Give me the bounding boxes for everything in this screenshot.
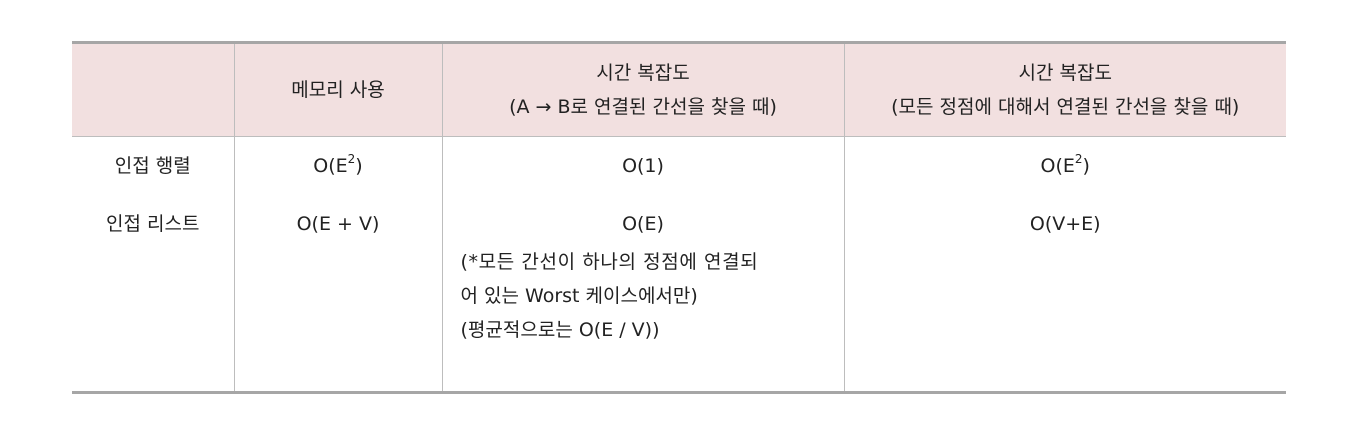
cell-matrix-time-all: O(E2) — [843, 136, 1286, 195]
cell-list-memory: O(E + V) — [233, 195, 442, 394]
header-time-complexity-single: 시간 복잡도 (A → B로 연결된 간선을 찾을 때) — [441, 41, 844, 137]
row-label-adjacency-matrix: 인접 행렬 — [114, 155, 191, 177]
complexity-close: ) — [355, 155, 363, 177]
complexity-table-container: 메모리 사용 시간 복잡도 (A → B로 연결된 간선을 찾을 때) 시간 복… — [72, 41, 1286, 394]
list-time-single-value: O(E) — [622, 213, 664, 235]
header-time-condition: (모든 정점에 대해서 연결된 간선을 찾을 때) — [891, 96, 1240, 118]
table-row-adjacency-matrix: 인접 행렬 O(E2) O(1) O(E2) — [72, 136, 1286, 195]
worst-case-note: (*모든 간선이 하나의 정점에 연결되 어 있는 Worst 케이스에서만) … — [453, 245, 834, 347]
header-memory-usage: 메모리 사용 — [233, 41, 442, 137]
header-memory-label: 메모리 사용 — [291, 79, 385, 101]
header-row: 메모리 사용 시간 복잡도 (A → B로 연결된 간선을 찾을 때) 시간 복… — [72, 41, 1286, 137]
header-time-label: 시간 복잡도 — [1018, 62, 1112, 84]
note-line: (*모든 간선이 하나의 정점에 연결되 — [460, 251, 759, 273]
cell-list-time-all: O(V+E) — [843, 195, 1286, 394]
complexity-base: O(E — [1040, 155, 1075, 177]
complexity-close: ) — [1082, 155, 1090, 177]
table-body: 인접 행렬 O(E2) O(1) O(E2) 인접 리스트 O(E + V) O… — [72, 136, 1286, 394]
note-line: 어 있는 Worst 케이스에서만) — [460, 285, 698, 307]
cell-list-time-single: O(E) (*모든 간선이 하나의 정점에 연결되 어 있는 Worst 케이스… — [441, 195, 844, 394]
table-row-adjacency-list: 인접 리스트 O(E + V) O(E) (*모든 간선이 하나의 정점에 연결… — [72, 195, 1286, 394]
exponent: 2 — [1074, 151, 1083, 166]
header-time-condition: (A → B로 연결된 간선을 찾을 때) — [509, 96, 777, 118]
cell-matrix-time-single: O(1) — [441, 136, 844, 195]
exponent: 2 — [347, 151, 356, 166]
table-header: 메모리 사용 시간 복잡도 (A → B로 연결된 간선을 찾을 때) 시간 복… — [72, 41, 1286, 137]
cell-matrix-memory: O(E2) — [233, 136, 442, 195]
complexity-base: O(E — [313, 155, 348, 177]
header-time-label: 시간 복잡도 — [596, 62, 690, 84]
complexity-table: 메모리 사용 시간 복잡도 (A → B로 연결된 간선을 찾을 때) 시간 복… — [72, 41, 1286, 394]
row-label-adjacency-list: 인접 리스트 — [72, 195, 234, 394]
note-line: (평균적으로는 O(E / V)) — [460, 319, 660, 341]
header-time-complexity-all: 시간 복잡도 (모든 정점에 대해서 연결된 간선을 찾을 때) — [843, 41, 1286, 137]
header-empty-cell — [72, 41, 234, 137]
